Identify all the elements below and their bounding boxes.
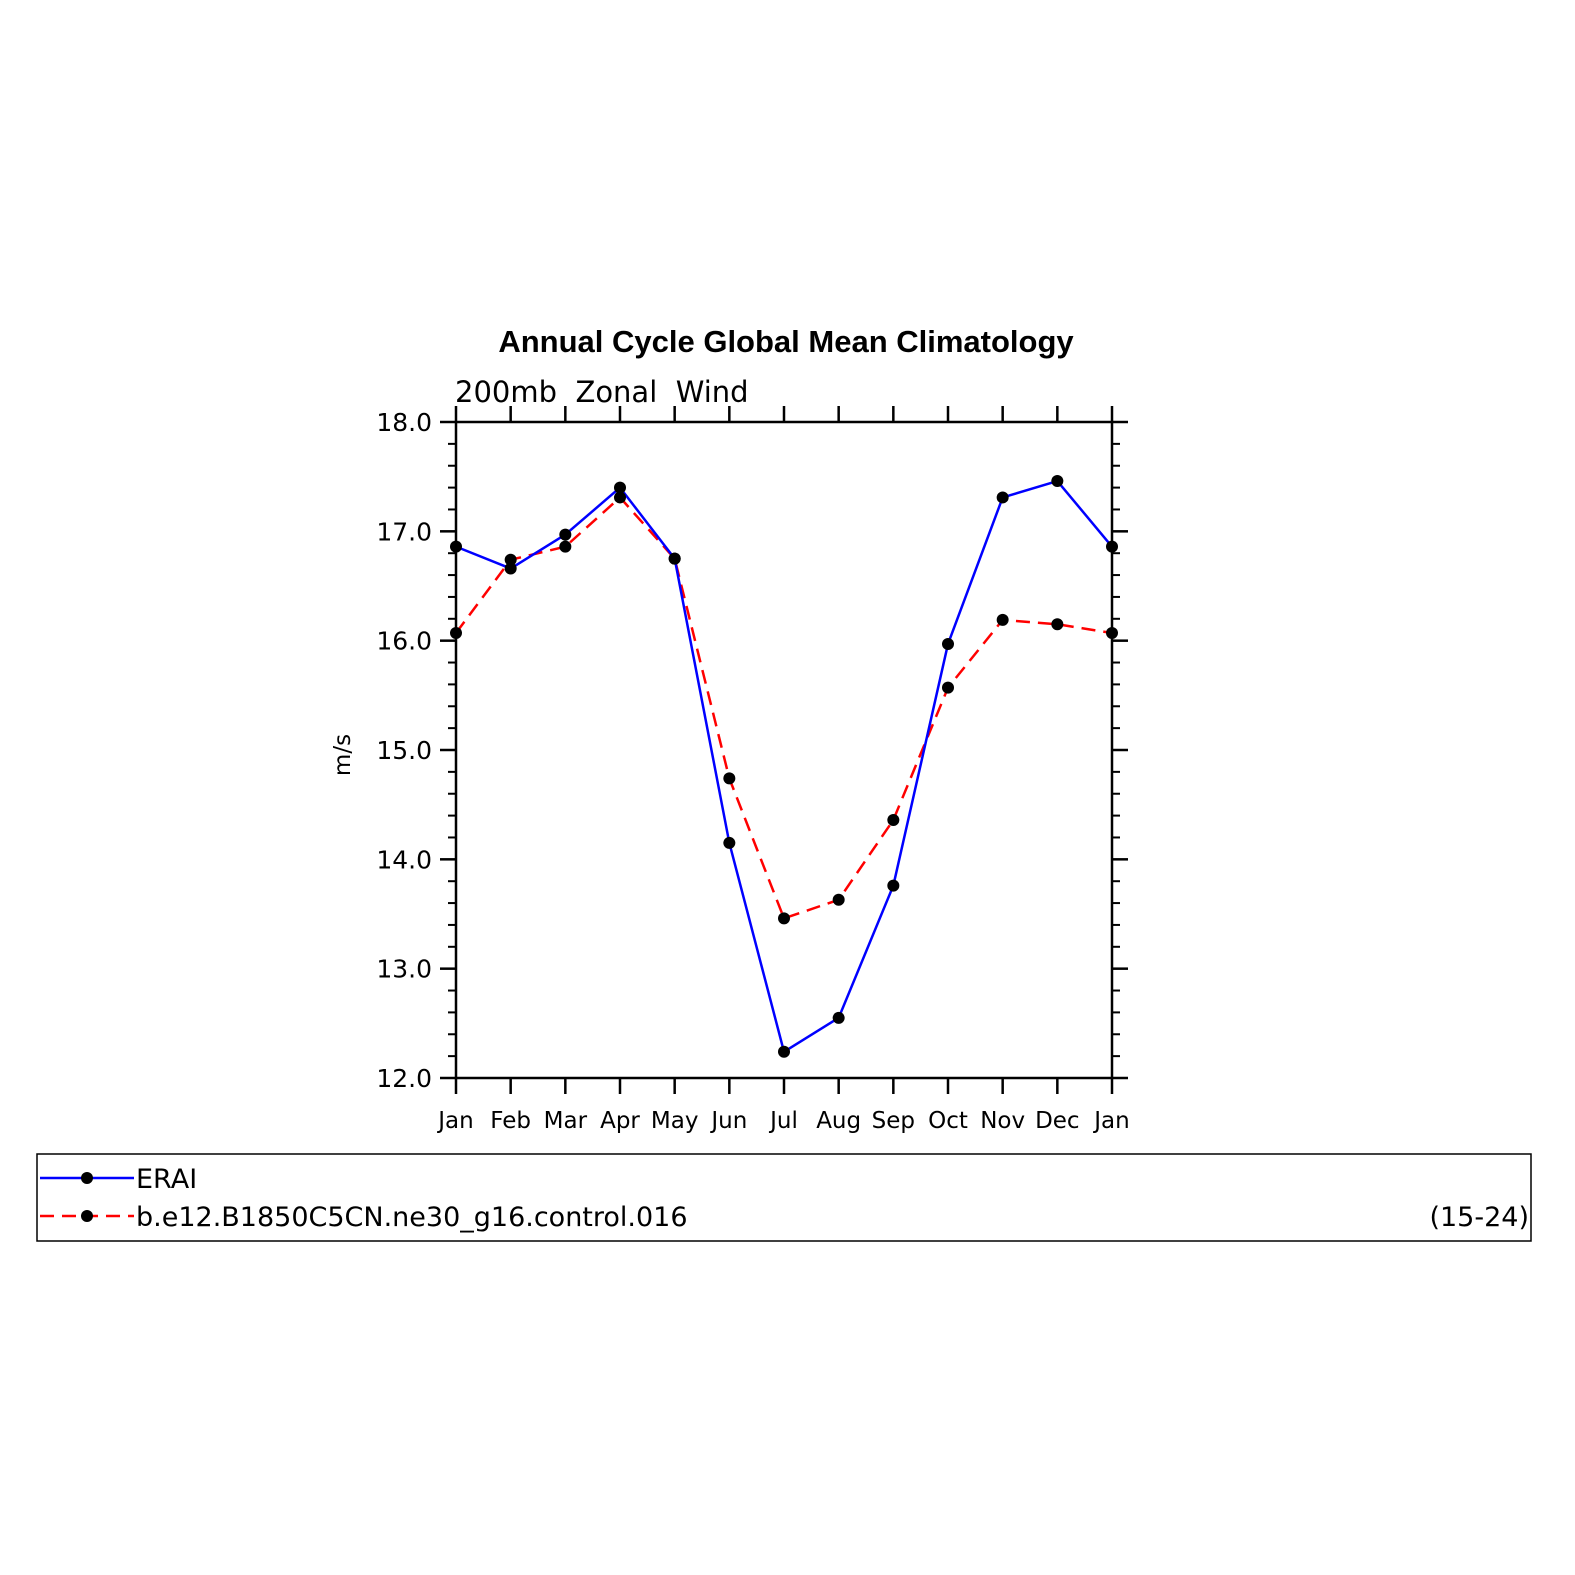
data-point (559, 528, 572, 541)
data-point (668, 552, 681, 565)
x-tick-label: Jul (768, 1108, 798, 1134)
y-tick-label: 13.0 (376, 955, 432, 984)
series-line (454, 496, 1113, 920)
data-point (832, 1011, 845, 1024)
data-point (996, 491, 1009, 504)
x-tick-label: Aug (816, 1108, 861, 1134)
data-point (723, 772, 736, 785)
legend-note: (15-24) (1429, 1202, 1529, 1233)
plot-frame (454, 420, 1114, 1080)
data-point (996, 613, 1009, 626)
x-tick-label: Apr (600, 1108, 640, 1134)
data-point (942, 681, 954, 694)
data-point (1106, 540, 1118, 553)
plot-axes: 12.0 13.0 14.0 15.0 16.0 17.0 18.0 Jan Feb Mar Apr… (376, 406, 1130, 1134)
y-tick-label: 18.0 (376, 408, 432, 437)
data-point (1051, 475, 1064, 488)
y-axis-label: m/s (330, 734, 356, 776)
legend-entries: ERAI b.e12.B1850C5CN.ne30_g16.control.016 (40, 1164, 688, 1233)
chart-subtitle: 200mb Zonal Wind (455, 375, 749, 409)
data-point (1051, 618, 1064, 631)
legend-label: ERAI (136, 1164, 197, 1195)
data-point (614, 481, 626, 494)
y-tick-label: 15.0 (376, 736, 432, 765)
x-tick-label: Jun (709, 1108, 747, 1134)
data-point (450, 540, 462, 553)
y-tick-label: 14.0 (376, 845, 432, 874)
data-point (504, 553, 517, 566)
legend-marker (81, 1172, 93, 1184)
x-tick-label: Mar (544, 1108, 588, 1134)
x-tick-label: Nov (980, 1108, 1025, 1134)
data-point (559, 540, 572, 553)
data-point (614, 491, 626, 504)
x-tick-label: Oct (928, 1108, 968, 1134)
data-point (450, 627, 462, 640)
data-point (887, 879, 900, 892)
data-point (723, 836, 736, 849)
data-point (832, 893, 845, 906)
y-tick-label: 12.0 (376, 1064, 432, 1093)
data-point (942, 637, 954, 650)
data-point (1106, 627, 1118, 640)
data-point (778, 912, 790, 925)
legend-marker (81, 1210, 93, 1222)
series-layer (450, 475, 1118, 1058)
x-tick-label: Jan (436, 1108, 473, 1134)
legend: ERAI b.e12.B1850C5CN.ne30_g16.control.016… (36, 1153, 1532, 1242)
y-tick-label: 17.0 (376, 517, 432, 546)
x-tick-label: Sep (872, 1108, 915, 1134)
x-tick-label: Feb (490, 1108, 531, 1134)
x-tick-label: May (651, 1108, 699, 1134)
legend-box (36, 1153, 1532, 1242)
series-line (455, 479, 1113, 1054)
chart-title: Annual Cycle Global Mean Climatology (498, 324, 1074, 359)
x-tick-label: Dec (1035, 1108, 1080, 1134)
x-tick-label: Jan (1092, 1108, 1129, 1134)
data-point (504, 562, 517, 575)
data-point (887, 813, 900, 826)
data-point (778, 1045, 790, 1058)
legend-label: b.e12.B1850C5CN.ne30_g16.control.016 (136, 1202, 688, 1233)
y-tick-label: 16.0 (376, 627, 432, 656)
